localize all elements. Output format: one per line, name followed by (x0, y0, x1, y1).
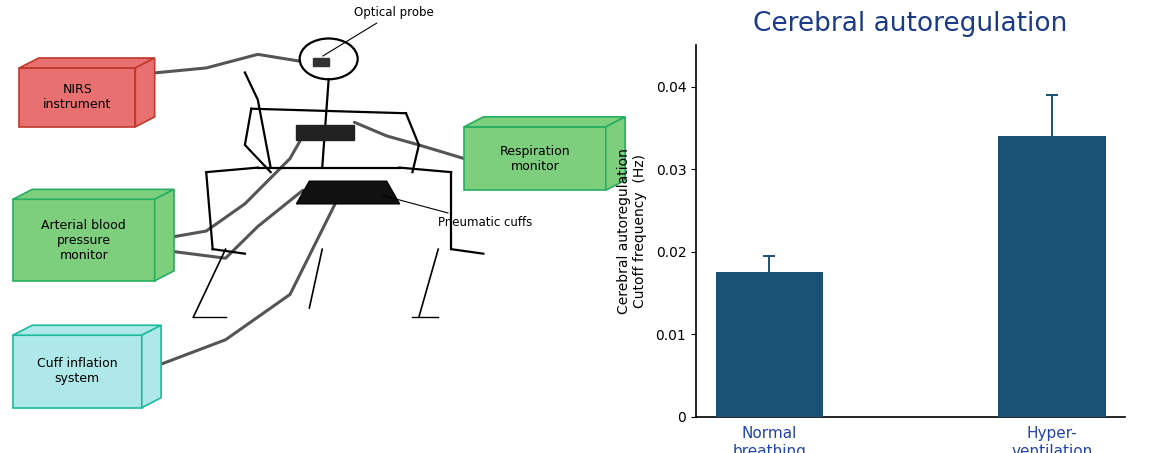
Title: Cerebral autoregulation: Cerebral autoregulation (753, 11, 1068, 38)
Polygon shape (464, 127, 606, 190)
Y-axis label: Cerebral autoregulation
Cutoff frequency  (Hz): Cerebral autoregulation Cutoff frequency… (617, 148, 647, 314)
Bar (297, 125, 355, 140)
Bar (999, 136, 1105, 417)
Text: Optical probe: Optical probe (322, 6, 434, 56)
Text: Pneumatic cuffs: Pneumatic cuffs (383, 196, 532, 230)
Polygon shape (154, 189, 174, 281)
Polygon shape (464, 117, 625, 127)
Polygon shape (20, 68, 136, 127)
Polygon shape (136, 58, 154, 127)
Text: Arterial blood
pressure
monitor: Arterial blood pressure monitor (42, 219, 126, 261)
Polygon shape (13, 189, 174, 199)
Bar (716, 272, 822, 417)
Polygon shape (297, 181, 399, 204)
Polygon shape (13, 199, 154, 281)
Text: Cuff inflation
system: Cuff inflation system (37, 357, 117, 386)
Polygon shape (20, 58, 154, 68)
Polygon shape (13, 325, 161, 335)
Polygon shape (142, 325, 161, 408)
Polygon shape (606, 117, 625, 190)
Bar (312, 58, 328, 66)
Polygon shape (13, 335, 142, 408)
Text: Respiration
monitor: Respiration monitor (500, 145, 571, 173)
Text: NIRS
instrument: NIRS instrument (43, 83, 111, 111)
